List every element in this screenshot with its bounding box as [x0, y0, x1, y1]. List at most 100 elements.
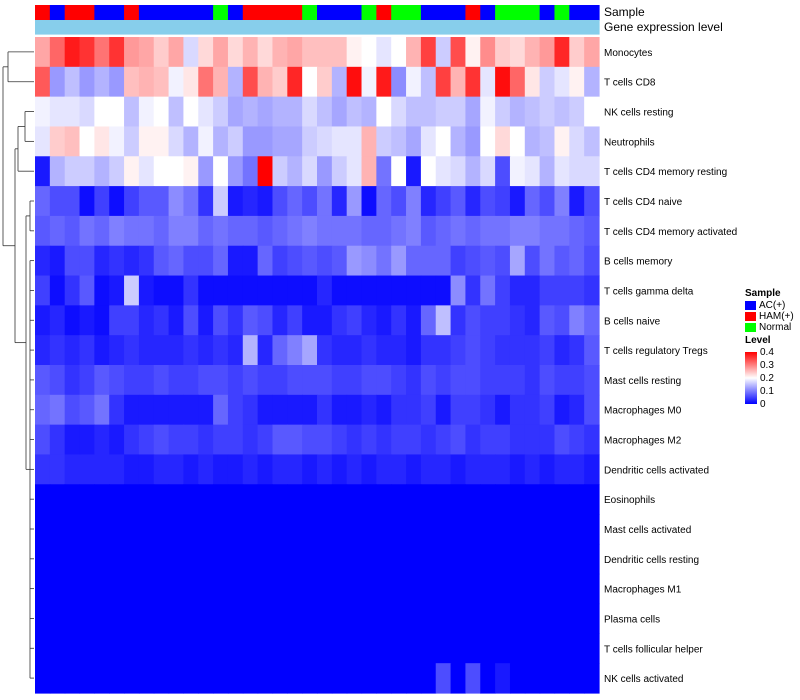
- heatmap-cell: [138, 484, 155, 515]
- heatmap-cell: [272, 37, 288, 68]
- heatmap-cell: [391, 603, 407, 634]
- heatmap-cell: [524, 37, 541, 68]
- heatmap-cell: [420, 275, 437, 306]
- heatmap-cell: [435, 454, 452, 485]
- heatmap-cell: [450, 186, 467, 217]
- heatmap-cell: [480, 245, 496, 277]
- heatmap-cell: [287, 335, 303, 366]
- heatmap-cell: [124, 365, 140, 396]
- row-label: T cells gamma delta: [604, 286, 694, 297]
- row-label: B cells memory: [604, 257, 672, 268]
- heatmap-cell: [346, 66, 363, 98]
- heatmap-cell: [272, 663, 288, 694]
- heatmap-cell: [539, 484, 556, 515]
- heatmap-cell: [361, 245, 377, 277]
- heatmap-cell: [361, 543, 377, 575]
- heatmap-cell: [64, 514, 81, 545]
- heatmap-cell: [49, 245, 66, 277]
- heatmap-cell: [49, 156, 66, 187]
- heatmap-cell: [168, 66, 185, 98]
- heatmap-cell: [539, 394, 556, 426]
- heatmap-cell: [465, 543, 481, 575]
- heatmap-cell: [257, 186, 274, 217]
- heatmap-cell: [465, 603, 481, 634]
- heatmap-cell: [138, 37, 155, 68]
- heatmap-cell: [242, 424, 259, 456]
- heatmap-cell: [109, 245, 125, 277]
- heatmap-cell: [346, 573, 363, 605]
- heatmap-cell: [227, 365, 244, 396]
- heatmap-cell: [272, 633, 288, 664]
- heatmap-cell: [524, 573, 541, 605]
- heatmap-cell: [287, 245, 303, 277]
- heatmap-cell: [257, 663, 274, 694]
- heatmap-cell: [406, 543, 422, 575]
- heatmap-cell: [569, 37, 585, 68]
- heatmap-cell: [331, 603, 348, 634]
- sample-track-label: Sample: [604, 5, 645, 19]
- heatmap-cell: [406, 37, 422, 68]
- heatmap-cell: [302, 424, 318, 456]
- sample-annotation-cell: [94, 5, 110, 21]
- heatmap-cell: [584, 514, 600, 545]
- heatmap-cell: [153, 186, 170, 217]
- heatmap-cell: [569, 543, 585, 575]
- heatmap-cell: [242, 484, 259, 515]
- heatmap-cell: [213, 156, 229, 187]
- heatmap-cell: [524, 543, 541, 575]
- heatmap-cell: [109, 484, 125, 515]
- heatmap-cell: [554, 156, 570, 187]
- gene-expression-track-label: Gene expression level: [604, 20, 723, 34]
- heatmap-cell: [317, 573, 333, 605]
- heatmap-cell: [317, 215, 333, 247]
- heatmap-cell: [213, 335, 229, 366]
- heatmap-cell: [346, 365, 363, 396]
- heatmap-cell: [183, 215, 199, 247]
- heatmap-cell: [168, 394, 185, 426]
- heatmap-cell: [109, 335, 125, 366]
- heatmap-cell: [376, 37, 392, 68]
- heatmap-cell: [554, 126, 570, 157]
- heatmap-cell: [420, 514, 437, 545]
- heatmap-cell: [554, 96, 570, 128]
- heatmap-cell: [49, 275, 66, 306]
- heatmap-cell: [302, 156, 318, 187]
- heatmap-cell: [495, 215, 511, 247]
- heatmap-cell: [79, 275, 95, 306]
- heatmap-cell: [124, 633, 140, 664]
- heatmap-cell: [257, 633, 274, 664]
- heatmap-cell: [554, 543, 570, 575]
- heatmap-cell: [524, 126, 541, 157]
- heatmap-cell: [406, 335, 422, 366]
- heatmap-cell: [539, 663, 556, 694]
- sample-annotation-cell: [242, 5, 259, 21]
- heatmap-cell: [539, 126, 556, 157]
- sample-annotation-cell: [287, 5, 303, 21]
- heatmap-cell: [35, 573, 51, 605]
- heatmap-cell: [49, 603, 66, 634]
- heatmap-cell: [465, 215, 481, 247]
- heatmap-cell: [153, 484, 170, 515]
- sample-annotation-cell: [168, 5, 185, 21]
- heatmap-cell: [480, 126, 496, 157]
- heatmap-cell: [554, 245, 570, 277]
- row-label: Neutrophils: [604, 137, 655, 148]
- heatmap-cell: [569, 186, 585, 217]
- heatmap-cell: [554, 484, 570, 515]
- legend-level-title: Level: [745, 335, 771, 346]
- heatmap-cell: [346, 454, 363, 485]
- heatmap-cell: [79, 305, 95, 336]
- heatmap-cell: [287, 156, 303, 187]
- heatmap-cell: [554, 365, 570, 396]
- heatmap-cell: [227, 66, 244, 98]
- heatmap-cell: [509, 186, 526, 217]
- heatmap-cell: [49, 484, 66, 515]
- heatmap-cell: [109, 305, 125, 336]
- heatmap-cell: [35, 633, 51, 664]
- heatmap-cell: [569, 305, 585, 336]
- heatmap-cell: [287, 454, 303, 485]
- heatmap-cell: [569, 514, 585, 545]
- legend-swatch-ac: [745, 301, 756, 310]
- row-label: Mast cells resting: [604, 376, 681, 387]
- heatmap-cell: [450, 603, 467, 634]
